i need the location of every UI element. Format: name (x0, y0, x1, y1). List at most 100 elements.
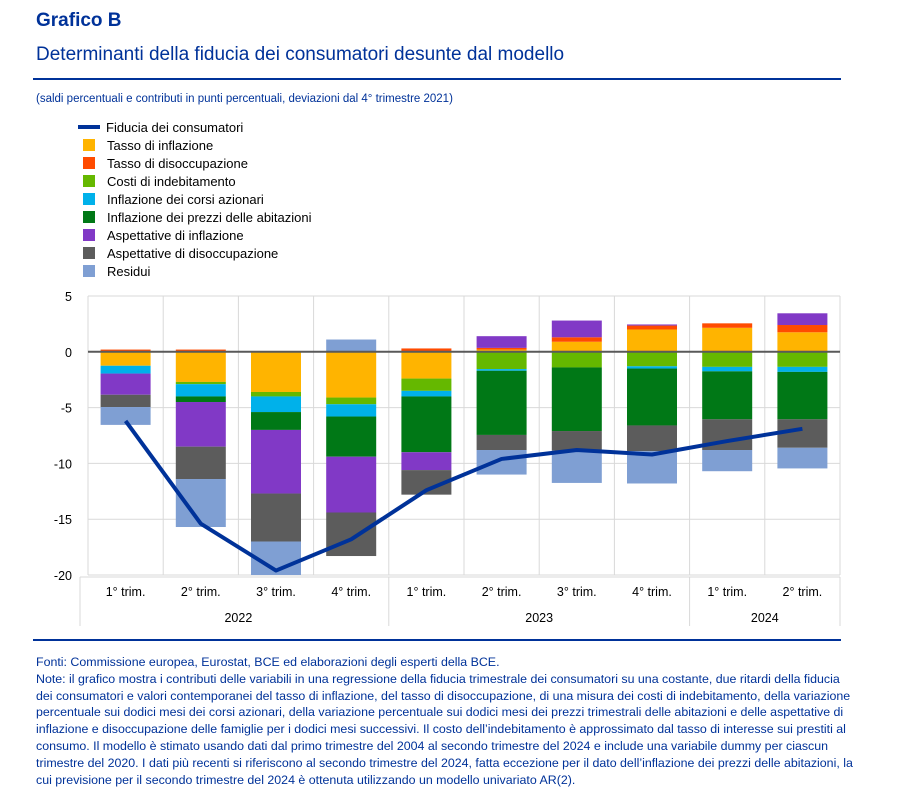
legend-swatch (83, 139, 95, 151)
bar-segment (100, 407, 151, 425)
bar-segment (326, 397, 377, 405)
bar-segment (702, 351, 753, 367)
bar-segment (777, 313, 828, 326)
bar-segment (476, 336, 527, 348)
bar-segment (175, 396, 226, 403)
legend: Fiducia dei consumatori Tasso di inflazio… (78, 118, 312, 280)
legend-swatch (83, 193, 95, 205)
chart: 5 0 -5 -10 -15 -20 1° trim. 2° trim. 3° trim. 4° … (54, 290, 841, 626)
bar-segment (702, 450, 753, 472)
units-note: (saldi percentuali e contributi in punti… (36, 93, 453, 105)
legend-swatch (83, 265, 95, 277)
bar-segment (777, 447, 828, 469)
bar-segment (551, 337, 602, 342)
bar-segment (326, 456, 377, 513)
bar-segment (251, 391, 301, 397)
year-label: 2022 (224, 611, 252, 625)
bar-segment (100, 351, 151, 366)
x-tick-label: 4° trim. (632, 585, 672, 599)
legend-swatch (83, 175, 95, 187)
bar-segment (627, 329, 677, 352)
bar-segment (175, 349, 226, 352)
legend-label: Inflazione dei corsi azionari (107, 191, 264, 207)
legend-label: Costi di indebitamento (107, 173, 236, 189)
methodology-note: Note: il grafico mostra i contributi del… (36, 671, 853, 787)
bar-segment (175, 446, 226, 480)
legend-item: Costi di indebitamento (78, 172, 312, 190)
legend-item: Aspettative di inflazione (78, 226, 312, 244)
bar-segment (175, 381, 226, 385)
sources-note: Fonti: Commissione europea, Eurostat, BC… (36, 655, 500, 669)
bar-segment (326, 351, 377, 398)
bar-segment (476, 351, 527, 370)
legend-label: Fiducia dei consumatori (106, 119, 244, 135)
bar-segment (627, 324, 677, 326)
legend-label: Aspettative di disoccupazione (107, 245, 279, 261)
bar-segment (100, 365, 151, 374)
bar-segment (777, 332, 828, 352)
y-tick-label: 5 (65, 290, 72, 304)
x-tick-label: 2° trim. (783, 585, 823, 599)
legend-item: Tasso di disoccupazione (78, 154, 312, 172)
bar-segment (251, 412, 301, 430)
legend-swatch (83, 211, 95, 223)
legend-label: Tasso di disoccupazione (107, 155, 248, 171)
bar-segment (476, 347, 527, 350)
legend-item: Tasso di inflazione (78, 136, 312, 154)
bar-segment (175, 384, 226, 397)
consumer-confidence-line (123, 419, 803, 573)
bar-segment (551, 367, 602, 432)
chart-subtitle: Determinanti della fiducia dei consumato… (36, 44, 565, 65)
bar-segment (777, 325, 828, 333)
bar-segment (401, 390, 452, 397)
bar-segment (777, 351, 828, 367)
bar-segment (326, 416, 377, 457)
x-tick-label: 1° trim. (707, 585, 747, 599)
footnotes: Fonti: Commissione europea, Eurostat, BC… (36, 654, 856, 788)
chart-title: Grafico B (36, 10, 122, 31)
y-tick-label: 0 (65, 346, 72, 360)
bar-segment (251, 396, 301, 413)
bar-segment (551, 341, 602, 352)
legend-label: Tasso di inflazione (107, 137, 214, 153)
divider (33, 78, 841, 80)
legend-label: Aspettative di inflazione (107, 227, 244, 243)
bar-segment (476, 369, 527, 371)
bar-segment (401, 351, 452, 379)
bar-segment (551, 320, 602, 338)
legend-label: Residui (107, 263, 151, 279)
bar-segment (326, 404, 377, 417)
bar-segment (627, 351, 677, 367)
bar-segment (251, 351, 301, 392)
legend-item: Residui (78, 262, 312, 280)
bar-segment (251, 429, 301, 494)
bar-segment (251, 493, 301, 542)
bar-segment (476, 349, 527, 352)
bar-segment (702, 366, 753, 372)
y-tick-label: -15 (54, 513, 72, 527)
legend-item: Inflazione dei prezzi delle abitazioni (78, 208, 312, 226)
legend-item: Aspettative di disoccupazione (78, 244, 312, 262)
x-tick-label: 1° trim. (106, 585, 146, 599)
legend-swatch (83, 157, 95, 169)
legend-swatch (78, 125, 100, 129)
legend-swatch (83, 229, 95, 241)
bar-segment (702, 371, 753, 420)
x-tick-label: 2° trim. (482, 585, 522, 599)
legend-item: Fiducia dei consumatori (78, 118, 312, 136)
bar-segment (100, 394, 151, 408)
x-tick-label: 1° trim. (407, 585, 447, 599)
bar-segment (551, 450, 602, 483)
bar-segment (401, 378, 452, 391)
bar-segment (175, 351, 226, 382)
bar-segment (551, 351, 602, 368)
bar-segment (627, 366, 677, 369)
bar-segment (777, 366, 828, 372)
y-tick-label: -10 (54, 457, 72, 471)
bar-segment (100, 349, 151, 352)
x-tick-label: 4° trim. (331, 585, 371, 599)
bar-segment (175, 402, 226, 447)
bar-segment (627, 425, 677, 452)
bar-segment (401, 452, 452, 471)
bar-segment (702, 323, 753, 328)
